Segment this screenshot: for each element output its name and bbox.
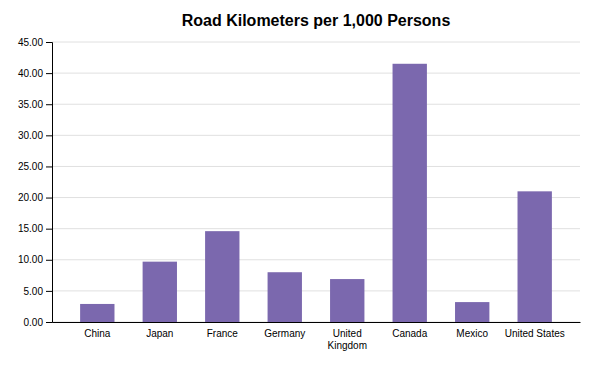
y-tick-mark bbox=[46, 291, 52, 292]
y-axis-line bbox=[46, 43, 53, 323]
grid-line bbox=[52, 197, 580, 198]
y-tick-mark bbox=[46, 322, 52, 323]
x-tick-label-line: Japan bbox=[146, 328, 173, 339]
x-tick-label-line: Canada bbox=[392, 328, 427, 339]
y-tick-label: 25.00 bbox=[18, 161, 43, 172]
x-tick-label-line: Germany bbox=[264, 328, 305, 339]
title: Road Kilometers per 1,000 Persons bbox=[182, 12, 451, 29]
grid-line bbox=[52, 166, 580, 167]
x-tick-label-line: France bbox=[207, 328, 239, 339]
y-axis: 0.00 5.00 10.00 15.00 20.00 25.00 30.00 35.00 40… bbox=[18, 37, 53, 328]
y-tick-mark bbox=[46, 42, 52, 43]
grid-line bbox=[52, 104, 580, 105]
bar bbox=[143, 262, 177, 322]
x-tick-label-line: United bbox=[333, 328, 362, 339]
plot-area: China Japan France Germany UnitedKingdom Cana… bbox=[18, 37, 581, 351]
y-tick-label: 40.00 bbox=[18, 68, 43, 79]
bar bbox=[80, 304, 114, 322]
x-tick-label: Canada bbox=[392, 328, 427, 339]
bar bbox=[268, 272, 302, 322]
x-tick: UnitedKingdom bbox=[328, 328, 367, 351]
x-tick: United States bbox=[505, 328, 565, 339]
bar bbox=[330, 279, 364, 322]
bar bbox=[455, 302, 489, 322]
x-tick-label: UnitedKingdom bbox=[328, 328, 367, 351]
y-tick-mark bbox=[46, 73, 52, 74]
x-tick-label-line: Kingdom bbox=[328, 340, 367, 351]
y-tick-mark bbox=[46, 135, 52, 136]
x-tick: Japan bbox=[146, 328, 173, 339]
y-tick-label: 0.00 bbox=[24, 317, 44, 328]
grid-line bbox=[52, 73, 580, 74]
y-tick-mark bbox=[46, 166, 52, 167]
y-tick: 25.00 bbox=[18, 161, 52, 172]
x-tick-label: Mexico bbox=[456, 328, 488, 339]
grid-line bbox=[52, 322, 580, 323]
y-tick: 0.00 bbox=[24, 317, 52, 328]
y-tick: 10.00 bbox=[18, 254, 52, 265]
x-tick-label: China bbox=[84, 328, 111, 339]
x-axis: China Japan France Germany UnitedKingdom Cana… bbox=[53, 323, 581, 351]
y-tick-label: 45.00 bbox=[18, 37, 43, 48]
bars bbox=[80, 64, 552, 322]
grid-line bbox=[52, 259, 580, 260]
y-tick-mark bbox=[46, 198, 52, 199]
x-tick-label-line: Mexico bbox=[456, 328, 488, 339]
y-tick-label: 30.00 bbox=[18, 130, 43, 141]
y-tick-label: 10.00 bbox=[18, 254, 43, 265]
grid-line bbox=[52, 42, 580, 43]
y-tick-label: 5.00 bbox=[24, 286, 44, 297]
y-tick: 45.00 bbox=[18, 37, 52, 48]
x-tick: Mexico bbox=[456, 328, 488, 339]
grid bbox=[52, 42, 580, 322]
y-tick: 5.00 bbox=[24, 286, 52, 297]
grid-line bbox=[52, 290, 580, 291]
grid-line bbox=[52, 135, 580, 136]
chart-svg: China Japan France Germany UnitedKingdom Cana… bbox=[0, 0, 600, 370]
y-tick-mark bbox=[46, 229, 52, 230]
bar bbox=[393, 64, 427, 322]
y-tick-label: 35.00 bbox=[18, 99, 43, 110]
x-tick-label-line: China bbox=[84, 328, 111, 339]
y-tick: 30.00 bbox=[18, 130, 52, 141]
y-tick-label: 20.00 bbox=[18, 192, 43, 203]
x-tick: Canada bbox=[392, 328, 427, 339]
y-tick: 15.00 bbox=[18, 223, 52, 234]
x-tick: France bbox=[207, 328, 239, 339]
bar bbox=[205, 231, 239, 322]
x-axis-line bbox=[53, 322, 581, 323]
y-tick: 20.00 bbox=[18, 192, 52, 203]
y-tick: 35.00 bbox=[18, 99, 52, 110]
y-tick-mark bbox=[46, 104, 52, 105]
grid-line bbox=[52, 228, 580, 229]
y-tick-mark bbox=[46, 260, 52, 261]
y-tick-label: 15.00 bbox=[18, 223, 43, 234]
x-tick-label: Germany bbox=[264, 328, 305, 339]
x-tick-label: France bbox=[207, 328, 239, 339]
x-tick-label-line: United States bbox=[505, 328, 565, 339]
x-tick: Germany bbox=[264, 328, 305, 339]
y-tick: 40.00 bbox=[18, 68, 52, 79]
bar bbox=[518, 191, 552, 322]
x-tick-label: Japan bbox=[146, 328, 173, 339]
x-tick: China bbox=[84, 328, 111, 339]
x-tick-label: United States bbox=[505, 328, 565, 339]
